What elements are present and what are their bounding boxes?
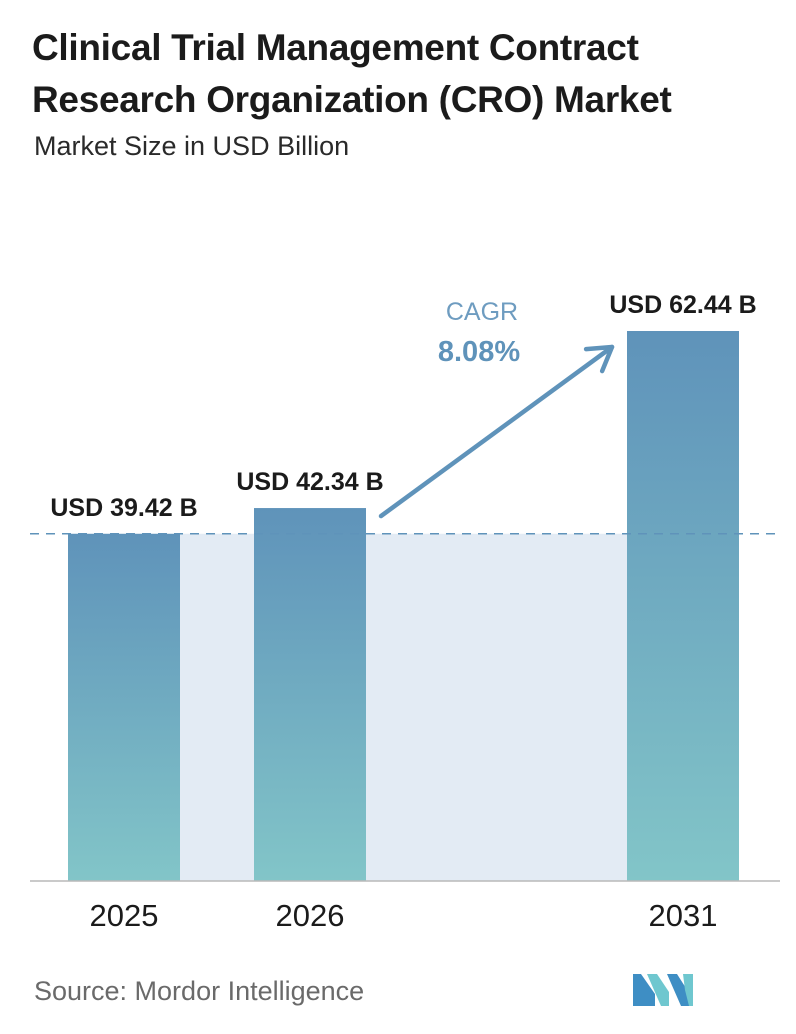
x-tick-label-2031: 2031 [649, 898, 718, 933]
cagr-arrow [378, 344, 615, 519]
band-2026-2031 [366, 533, 627, 881]
mordor-intelligence-logo-icon [633, 974, 693, 1006]
chart-subtitle: Market Size in USD Billion [34, 131, 350, 161]
cagr-label: CAGR [446, 298, 518, 326]
bar-2031 [627, 331, 739, 881]
bar-2026 [254, 508, 366, 881]
source-note: Source: Mordor Intelligence [34, 976, 365, 1006]
value-label-2026: USD 42.34 B [236, 468, 383, 496]
value-label-2025: USD 39.42 B [50, 494, 197, 522]
x-tick-label-2025: 2025 [90, 898, 159, 933]
bar-2025 [68, 533, 180, 881]
cagr-arrow-head [583, 344, 615, 374]
value-label-2031: USD 62.44 B [609, 291, 756, 319]
chart-title: Clinical Trial Management Contract Resea… [32, 27, 672, 120]
band-2025-2026 [180, 533, 254, 881]
x-tick-label-2026: 2026 [276, 898, 345, 933]
bar-chart: USD 39.42 B USD 42.34 B USD 62.44 B 2025 20… [30, 291, 780, 933]
cagr-value: 8.08% [438, 336, 520, 368]
